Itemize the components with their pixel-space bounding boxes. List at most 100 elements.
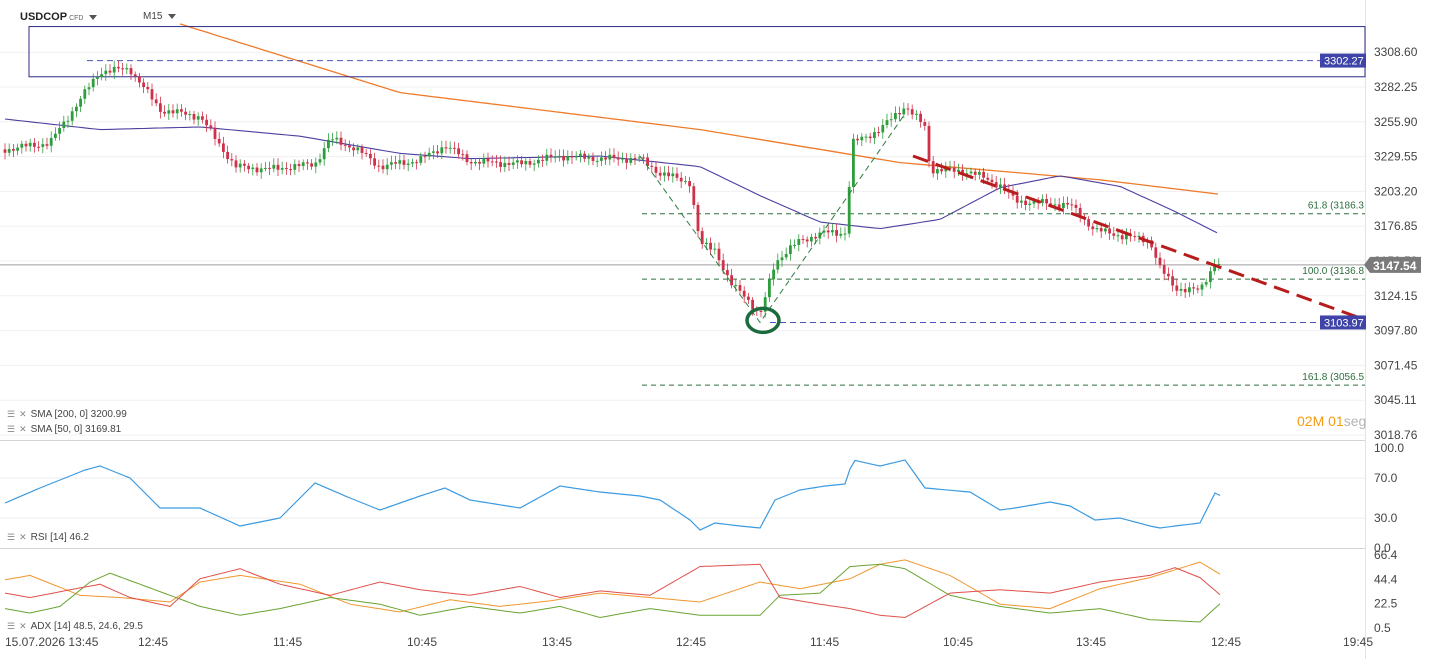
candle-body xyxy=(570,156,574,158)
candle-body xyxy=(205,119,208,126)
candle-body xyxy=(1011,192,1015,196)
candle-body xyxy=(927,125,931,162)
sma50-legend[interactable]: ☰ ✕ SMA [50, 0] 3169.81 xyxy=(7,424,121,435)
candle-body xyxy=(175,109,179,114)
candle-body xyxy=(520,160,523,165)
rsi-layer xyxy=(4,459,1221,531)
candle-body xyxy=(1209,271,1212,283)
timeframe-dropdown-icon[interactable] xyxy=(168,13,177,19)
rsi-tick-label: 70.0 xyxy=(1374,471,1398,485)
rsi-tick-label: 30.0 xyxy=(1374,511,1398,525)
candle-body xyxy=(436,151,439,154)
candle-body xyxy=(159,103,162,112)
candle-body xyxy=(973,171,977,175)
candle-body xyxy=(133,74,137,77)
candle-body xyxy=(356,147,360,151)
candle-body xyxy=(1167,273,1170,277)
candle-body xyxy=(562,155,565,161)
close-icon[interactable]: ✕ xyxy=(19,621,27,631)
candle-body xyxy=(70,111,74,121)
time-tick-label: 12:45 xyxy=(1211,635,1241,649)
symbol-dropdown-icon[interactable] xyxy=(89,14,98,20)
candle-body xyxy=(142,82,145,88)
candle-body xyxy=(327,139,330,149)
adx-legend[interactable]: ☰ ✕ ADX [14] 48.5, 24.6, 29.5 xyxy=(7,621,143,632)
candle-body xyxy=(201,116,204,120)
candle-body xyxy=(469,161,473,164)
candle-body xyxy=(784,254,788,258)
candle-body xyxy=(398,160,402,164)
candle-body xyxy=(549,154,553,157)
candle-body xyxy=(616,157,620,160)
candle-body xyxy=(650,165,654,167)
candle-body xyxy=(1003,184,1006,191)
candle-body xyxy=(810,236,813,242)
candle-body xyxy=(621,158,624,160)
candle-body xyxy=(982,171,985,178)
downtrend-line xyxy=(912,154,1366,322)
candle-body xyxy=(877,132,880,134)
candle-body xyxy=(230,159,234,161)
candle-body xyxy=(961,169,964,175)
candle-body xyxy=(1125,234,1128,240)
candle-body xyxy=(797,239,801,245)
candle-body xyxy=(1057,204,1061,209)
candle-body xyxy=(108,70,112,73)
candle-body xyxy=(936,169,939,174)
candle-body xyxy=(713,248,717,250)
settings-icon[interactable]: ☰ xyxy=(7,621,16,631)
candle-body xyxy=(856,138,859,141)
sma200-legend-label: SMA [200, 0] 3200.99 xyxy=(30,409,127,420)
candle-body xyxy=(1032,200,1036,204)
time-tick-label: 12:45 xyxy=(138,635,168,649)
candle-body xyxy=(595,160,599,162)
candle-body xyxy=(486,158,490,162)
candle-body xyxy=(545,154,549,161)
candle-body xyxy=(1120,235,1124,240)
candle-body xyxy=(957,169,960,172)
price-tick-label: 3071.45 xyxy=(1374,358,1418,372)
candle-body xyxy=(600,157,603,161)
symbol-title[interactable]: USDCOP CFD xyxy=(20,11,98,23)
settings-icon[interactable]: ☰ xyxy=(7,532,16,542)
settings-icon[interactable]: ☰ xyxy=(7,424,16,434)
close-icon[interactable]: ✕ xyxy=(19,424,27,434)
candle-body xyxy=(448,147,452,149)
candle-body xyxy=(482,158,486,164)
candle-body xyxy=(1192,287,1195,289)
candle-body xyxy=(234,160,238,168)
candle-body xyxy=(343,144,347,146)
close-icon[interactable]: ✕ xyxy=(19,409,27,419)
candle-body xyxy=(503,163,507,167)
timeframe-selector[interactable]: M15 xyxy=(143,11,177,22)
candle-body xyxy=(860,136,864,141)
settings-icon[interactable]: ☰ xyxy=(7,409,16,419)
candle-body xyxy=(940,169,943,172)
candle-body xyxy=(247,165,250,170)
price-tags-layer: 3302.27 3103.97 3147.54 xyxy=(1320,53,1421,330)
time-tick-label: 10:45 xyxy=(407,635,437,649)
candle-body xyxy=(100,74,103,78)
candle-body xyxy=(1095,228,1099,230)
adx-legend-label: ADX [14] 48.5, 24.6, 29.5 xyxy=(30,621,143,632)
candle-body xyxy=(646,157,649,166)
candle-body xyxy=(566,156,570,161)
candle-body xyxy=(33,142,36,147)
support-price-tag-bg xyxy=(1320,315,1366,330)
candle-body xyxy=(285,168,288,170)
candle-body xyxy=(1062,202,1065,209)
rsi-legend[interactable]: ☰ ✕ RSI [14] 46.2 xyxy=(7,532,89,543)
candle-body xyxy=(394,162,397,164)
candle-body xyxy=(79,98,82,107)
candle-body xyxy=(852,138,855,187)
price-axis: 3308.60 3282.25 3255.90 3229.55 3203.20 3176.… xyxy=(1374,45,1418,635)
candle-body xyxy=(62,121,66,129)
candle-body xyxy=(625,158,628,163)
candle-body xyxy=(1188,287,1191,293)
resistance-price-tag-bg xyxy=(1320,53,1366,68)
rsi-tick-label: 0.0 xyxy=(1374,541,1391,555)
candle-body xyxy=(881,125,885,133)
sma200-legend[interactable]: ☰ ✕ SMA [200, 0] 3200.99 xyxy=(7,409,127,420)
close-icon[interactable]: ✕ xyxy=(19,532,27,542)
